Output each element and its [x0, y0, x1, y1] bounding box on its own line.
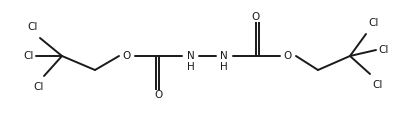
Text: Cl: Cl — [377, 45, 388, 55]
Text: Cl: Cl — [367, 18, 377, 28]
Text: O: O — [123, 51, 131, 61]
Text: Cl: Cl — [34, 82, 44, 92]
Text: Cl: Cl — [371, 80, 382, 90]
Text: N: N — [187, 51, 194, 61]
Text: H: H — [187, 62, 194, 72]
Text: Cl: Cl — [23, 51, 34, 61]
Text: Cl: Cl — [28, 22, 38, 32]
Text: N: N — [220, 51, 227, 61]
Text: O: O — [283, 51, 292, 61]
Text: O: O — [154, 90, 163, 100]
Text: O: O — [251, 12, 260, 22]
Text: H: H — [220, 62, 227, 72]
